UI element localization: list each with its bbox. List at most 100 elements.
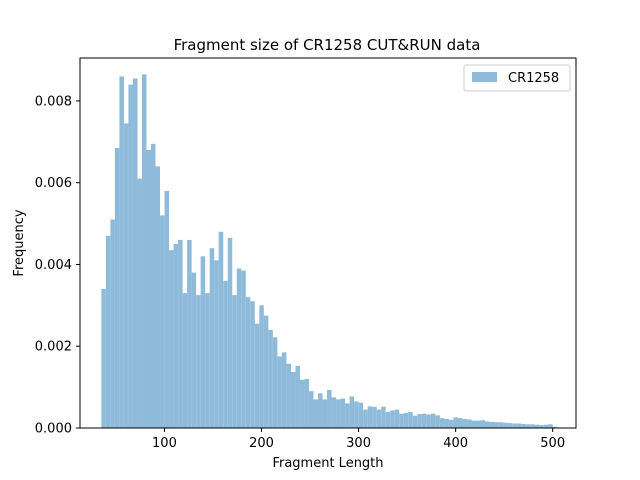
- legend-swatch: [472, 72, 497, 82]
- histogram-bar: [268, 329, 273, 428]
- histogram-bar: [494, 422, 499, 428]
- histogram-bar: [399, 413, 404, 428]
- histogram-bar: [200, 256, 206, 428]
- histogram-bar: [137, 178, 142, 428]
- histogram-bar: [290, 371, 296, 428]
- histogram-bar: [227, 237, 233, 428]
- legend: CR1258: [463, 64, 571, 92]
- histogram-bar: [214, 260, 219, 428]
- histogram-bar: [471, 420, 476, 428]
- histogram-bar: [132, 78, 138, 428]
- histogram-bar: [160, 215, 165, 428]
- histogram-bar: [367, 406, 373, 428]
- y-axis: 0.000 0.002 0.004 0.006 0.008: [35, 94, 80, 437]
- histogram-bar: [412, 415, 418, 428]
- x-tick-label: 400: [443, 436, 468, 451]
- x-tick-label: 200: [249, 436, 274, 451]
- histogram-bar: [421, 413, 427, 428]
- y-axis-title: Frequency: [12, 209, 27, 276]
- y-tick-label: 0.008: [35, 94, 72, 109]
- histogram-bar: [250, 301, 255, 428]
- histogram-bar: [485, 421, 490, 428]
- histogram-bar: [480, 420, 486, 428]
- y-tick-label: 0.002: [35, 340, 72, 355]
- histogram-bar: [394, 409, 400, 428]
- histogram-bar: [155, 166, 161, 429]
- legend-box: [463, 64, 571, 92]
- histogram-bar: [223, 280, 228, 428]
- histogram-bar: [372, 406, 377, 428]
- histogram-bar: [385, 412, 391, 428]
- histogram-bar: [327, 389, 332, 428]
- histogram-bar: [548, 424, 553, 428]
- histogram-bar: [457, 418, 463, 428]
- histogram-bar: [295, 365, 300, 428]
- histogram-bar: [114, 147, 120, 428]
- histogram-bar: [218, 231, 224, 428]
- histogram-bar: [173, 244, 179, 428]
- histogram-bar: [516, 423, 522, 428]
- plot-frame: [79, 57, 577, 429]
- histogram-bar: [205, 293, 210, 428]
- histogram-bar: [318, 393, 323, 428]
- y-tick-label: 0.000: [35, 422, 72, 437]
- histogram-bar: [417, 414, 422, 428]
- chart-title: Fragment size of CR1258 CUT&RUN data: [174, 36, 481, 54]
- histogram-bar: [241, 270, 246, 428]
- histogram-bar: [182, 293, 188, 428]
- histogram-bar: [503, 422, 508, 428]
- histogram-bar: [164, 190, 170, 428]
- histogram-bar: [376, 409, 382, 428]
- histogram-bar: [123, 123, 129, 428]
- histogram-bar: [286, 363, 291, 428]
- histogram-bar: [313, 399, 319, 428]
- histogram-bar: [363, 409, 368, 428]
- histogram-bar: [345, 403, 350, 428]
- x-axis-title: Fragment Length: [272, 456, 383, 471]
- histogram-bar: [336, 399, 341, 428]
- histogram-bar: [304, 378, 309, 428]
- histogram-bar: [141, 74, 147, 429]
- histogram-bar: [340, 398, 346, 428]
- histogram-bar: [105, 235, 111, 428]
- histogram-bar: [539, 425, 544, 428]
- histogram-bar: [390, 410, 395, 428]
- histogram-bar: [128, 84, 133, 428]
- histogram-bar: [299, 379, 305, 428]
- histogram-bar: [381, 406, 386, 428]
- histogram-bar: [354, 401, 359, 428]
- histogram-bar: [439, 418, 445, 428]
- histogram-bar: [110, 219, 115, 428]
- x-tick-label: 500: [540, 436, 565, 451]
- histogram-bar: [498, 422, 504, 428]
- y-tick-label: 0.004: [35, 258, 72, 273]
- histogram-bar: [151, 143, 156, 428]
- histogram-bar: [236, 268, 242, 428]
- histogram-bar: [308, 391, 314, 428]
- histogram-bar: [408, 412, 413, 428]
- histogram-bar: [187, 239, 192, 428]
- histogram-bar: [448, 419, 454, 428]
- histogram-bar: [489, 421, 495, 428]
- histogram-bar: [254, 323, 260, 428]
- histogram-bar: [119, 76, 124, 428]
- x-tick-label: 100: [152, 436, 177, 451]
- histogram-bar: [169, 250, 174, 428]
- histogram-bar: [349, 396, 355, 428]
- histogram-bar: [534, 424, 540, 428]
- histogram-bar: [462, 419, 467, 428]
- histogram-bar: [232, 295, 237, 428]
- histogram-bar: [475, 420, 481, 428]
- histogram-bar: [191, 272, 197, 428]
- histogram-bar: [525, 424, 531, 428]
- x-tick-label: 300: [346, 436, 371, 451]
- histogram-bar: [358, 402, 364, 428]
- histogram-bar: [196, 295, 201, 428]
- histogram-bar: [322, 399, 328, 428]
- histogram-bar: [259, 305, 264, 428]
- bars-group: [101, 74, 558, 429]
- histogram-bar: [146, 149, 152, 428]
- histogram-bar: [435, 415, 440, 428]
- histogram-bar: [466, 419, 472, 428]
